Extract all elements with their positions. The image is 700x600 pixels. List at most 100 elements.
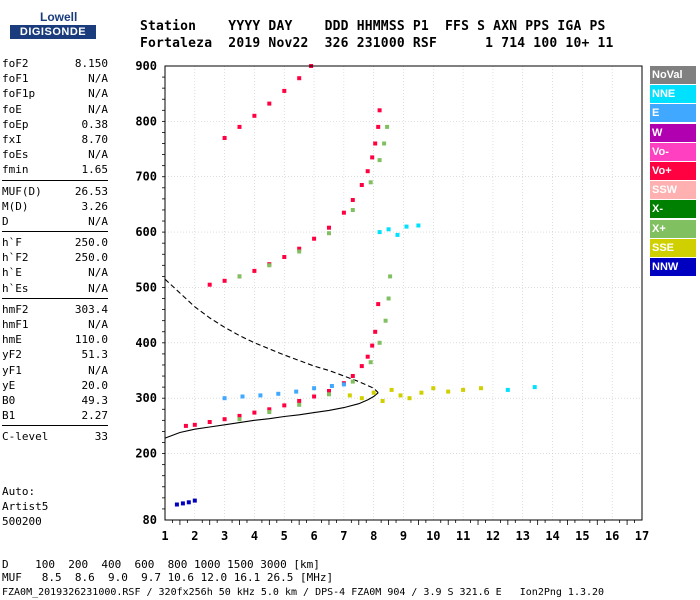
param-value: N/A xyxy=(88,87,108,101)
autoscaling-info: Auto: Artist5 500200 xyxy=(2,484,48,529)
data-point xyxy=(350,379,355,384)
legend-entry: Vo+ xyxy=(650,161,696,180)
data-point xyxy=(183,423,188,428)
param-label: yE xyxy=(2,378,16,392)
data-point xyxy=(222,278,227,283)
data-point xyxy=(407,396,412,401)
legend-entry: E xyxy=(650,104,696,123)
param-value: 110.0 xyxy=(74,333,108,347)
data-point xyxy=(222,417,227,422)
data-point xyxy=(294,389,299,394)
data-point xyxy=(207,420,212,424)
y-tick-label: 800 xyxy=(135,114,157,128)
y-tick-label: 600 xyxy=(135,225,157,239)
data-point xyxy=(377,230,382,235)
data-point xyxy=(461,387,466,392)
data-point xyxy=(419,390,424,395)
param-row: fxI 8.70 xyxy=(2,132,108,147)
data-point xyxy=(237,274,242,279)
data-point xyxy=(327,389,331,393)
data-point xyxy=(383,318,388,323)
x-tick-label: 10 xyxy=(426,529,440,543)
x-tick-label: 11 xyxy=(456,529,470,543)
profile-curve-solid xyxy=(164,392,379,439)
param-value: 2.27 xyxy=(81,409,109,423)
series-group xyxy=(207,108,382,287)
data-point xyxy=(385,124,390,129)
legend-entry: X+ xyxy=(650,219,696,238)
data-point xyxy=(370,155,375,160)
data-point xyxy=(267,410,272,414)
legend-entry: SSE xyxy=(650,238,696,257)
data-point xyxy=(365,169,370,174)
param-value: 3.26 xyxy=(81,199,109,213)
param-value: 1.65 xyxy=(81,163,109,177)
data-point xyxy=(398,393,403,398)
param-label: foF2 xyxy=(2,57,29,70)
params-separator xyxy=(2,231,108,233)
y-tick-label: 700 xyxy=(135,170,157,184)
param-row: h`F 250.0 xyxy=(2,235,108,250)
param-value: 49.3 xyxy=(81,393,109,407)
series-group xyxy=(237,274,393,422)
data-point xyxy=(359,183,364,187)
param-row: foF1p N/A xyxy=(2,86,108,101)
auto-program: Artist5 xyxy=(2,500,49,513)
y-tick-label: 900 xyxy=(135,59,157,73)
polarization-legend: NoVal NNE E W Vo- Vo+ SSW X- X+ SSE NNW xyxy=(650,66,696,277)
data-point xyxy=(258,393,263,398)
x-tick-label: 5 xyxy=(281,529,288,543)
data-point xyxy=(431,386,436,391)
data-point xyxy=(297,246,302,251)
data-point xyxy=(297,249,302,254)
header-values: Fortaleza 2019 Nov22 326 231000 RSF 1 71… xyxy=(140,36,614,51)
data-point xyxy=(297,399,302,403)
x-tick-label: 16 xyxy=(605,529,619,543)
x-tick-label: 3 xyxy=(221,529,228,543)
data-point xyxy=(186,500,191,505)
param-row: foE N/A xyxy=(2,102,108,117)
data-point xyxy=(192,422,197,427)
header-labels: Station YYYY DAY DDD HHMMSS P1 FFS S AXN… xyxy=(140,19,606,34)
footer-file-info: FZA0M_2019326231000.RSF / 320fx256h 50 k… xyxy=(2,587,605,598)
param-row: foF2 8.150 xyxy=(2,56,108,71)
data-point xyxy=(207,282,212,287)
params-group-virtual-heights: h`F 250.0 h`F2 250.0 h`E N/A h`Es N/A xyxy=(2,235,108,296)
data-point xyxy=(267,407,272,412)
data-point xyxy=(373,141,378,146)
data-point xyxy=(312,236,317,241)
legend-entry: NNW xyxy=(650,257,696,276)
data-point xyxy=(312,394,317,399)
chart-tick-labels: 1 2 3 4 5 6 7 8 9 10 11 12 13 14 15 16 17802003004005006… xyxy=(135,59,649,543)
param-label: fmin xyxy=(2,163,29,177)
data-point xyxy=(376,124,381,129)
param-value: 8.150 xyxy=(74,57,108,70)
x-tick-label: 13 xyxy=(516,529,530,543)
data-point xyxy=(180,501,185,506)
param-row: MUF(D) 26.53 xyxy=(2,184,108,199)
param-value: N/A xyxy=(88,148,108,162)
param-row: yF1 N/A xyxy=(2,363,108,378)
param-value: 20.0 xyxy=(81,378,109,392)
param-label: hmF2 xyxy=(2,302,29,316)
auto-version: 500200 xyxy=(2,515,42,528)
param-row: B0 49.3 xyxy=(2,393,108,408)
legend-entry: NNE xyxy=(650,85,696,104)
param-label: B0 xyxy=(2,393,16,407)
param-value: 8.70 xyxy=(81,132,109,146)
param-value: N/A xyxy=(88,102,108,116)
data-point xyxy=(252,113,257,118)
data-point xyxy=(350,208,355,212)
data-point xyxy=(252,410,257,415)
data-point xyxy=(359,364,364,369)
data-point xyxy=(282,255,287,259)
param-value: N/A xyxy=(88,72,108,86)
param-label: foEp xyxy=(2,117,29,131)
series-group xyxy=(183,302,381,428)
y-tick-label: 200 xyxy=(135,447,157,461)
data-point xyxy=(341,382,346,387)
param-row: foEp 0.38 xyxy=(2,117,108,132)
data-point xyxy=(276,391,281,396)
data-point xyxy=(237,124,242,129)
param-row: foF1 N/A xyxy=(2,71,108,86)
